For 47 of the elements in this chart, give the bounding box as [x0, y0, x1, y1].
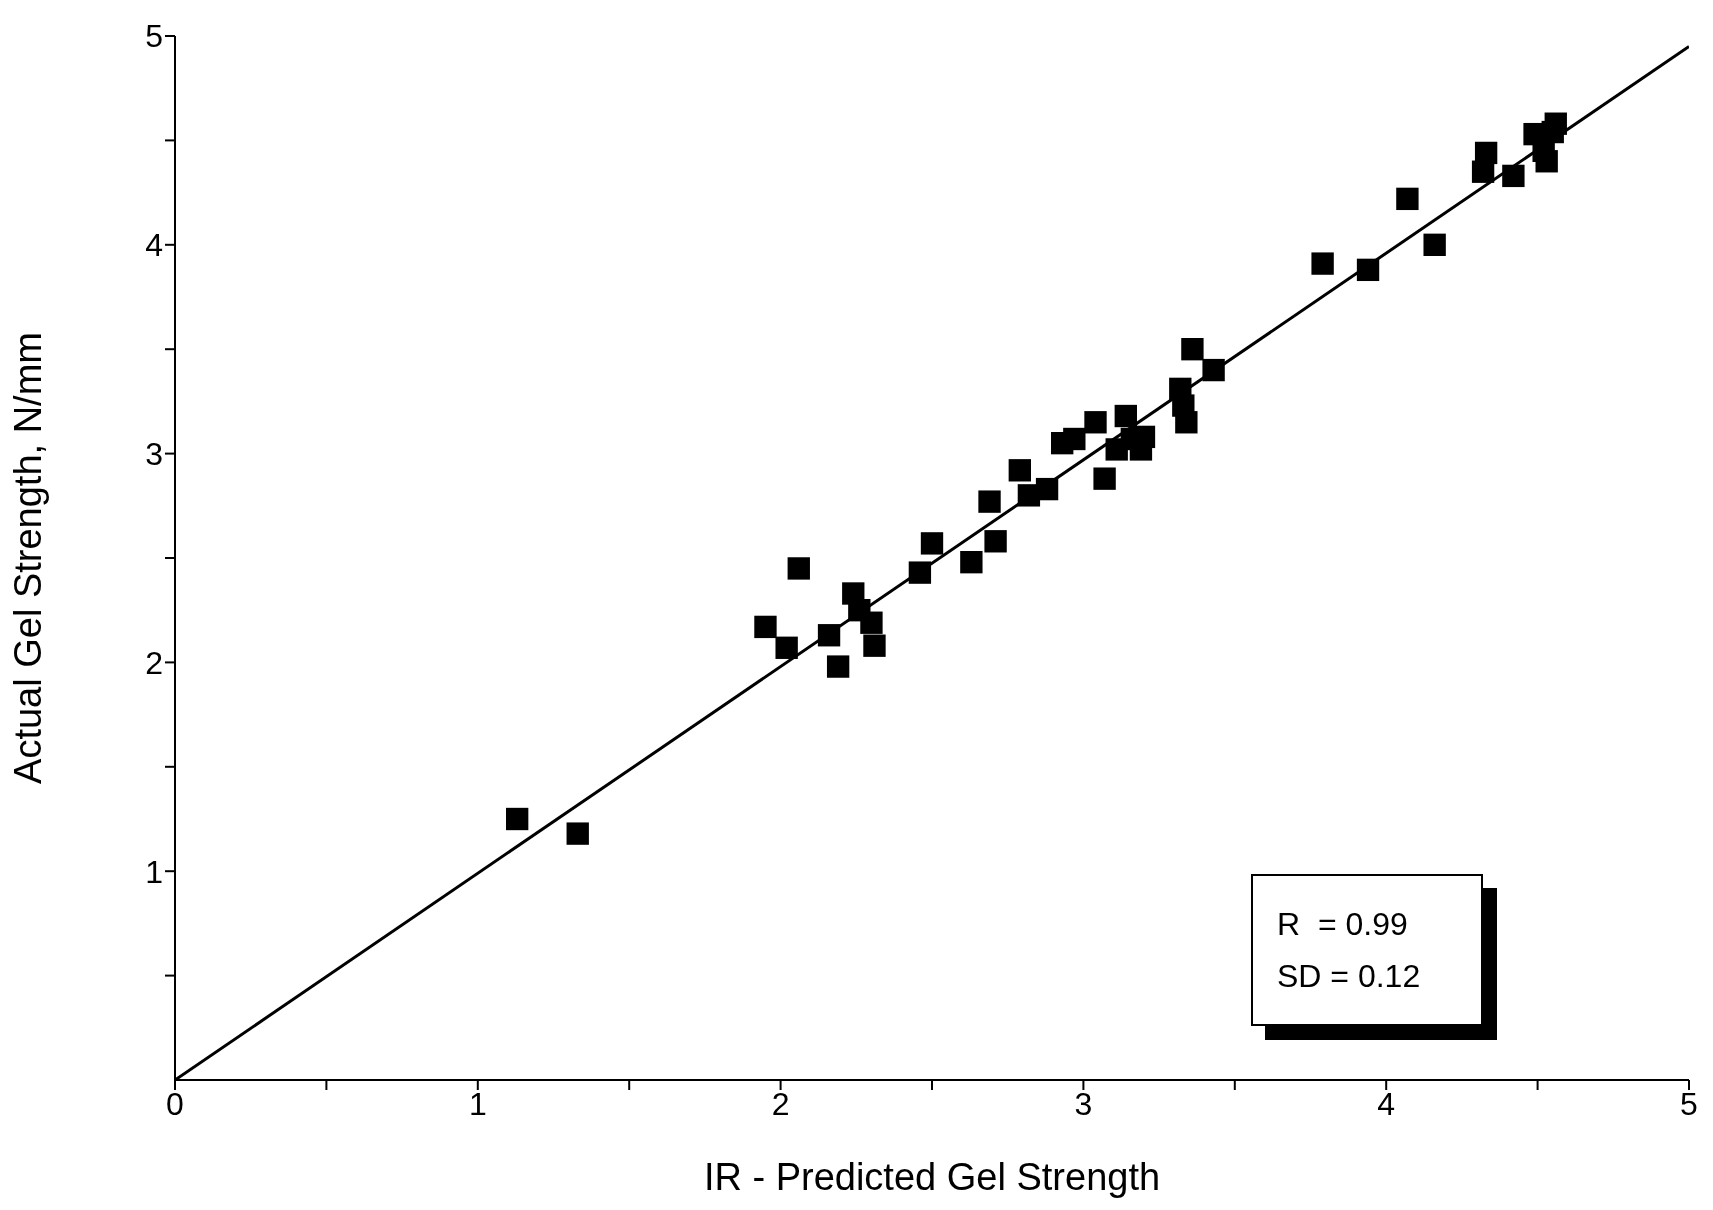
point [1084, 411, 1107, 434]
point [984, 530, 1007, 553]
point [978, 490, 1001, 513]
x-tick-label: 5 [1680, 1085, 1698, 1122]
point [1311, 252, 1334, 275]
point [787, 557, 810, 580]
point [1396, 187, 1419, 211]
y-tick-label: 5 [145, 18, 163, 55]
point [1535, 150, 1558, 173]
x-tick-label: 0 [166, 1085, 184, 1122]
point [1035, 477, 1059, 501]
x-tick-label: 3 [1074, 1085, 1093, 1122]
x-axis-title: IR - Predicted Gel Strength [703, 1156, 1161, 1198]
point [960, 551, 983, 574]
x-tick-label: 1 [468, 1085, 487, 1122]
point [1356, 258, 1380, 282]
point [775, 636, 798, 659]
point [1132, 425, 1156, 449]
point [566, 822, 589, 845]
y-tick-label: 4 [145, 227, 163, 264]
point [817, 624, 841, 647]
point [920, 532, 944, 555]
annotation: R = 0.99 [1277, 905, 1409, 944]
y-tick-label: 3 [145, 435, 163, 472]
point [1063, 427, 1086, 451]
point [754, 615, 777, 639]
point [1502, 164, 1525, 188]
x-tick-label: 2 [771, 1085, 790, 1122]
point [1114, 404, 1137, 428]
point [1175, 411, 1198, 434]
point [860, 611, 883, 634]
point [1474, 141, 1498, 165]
point [1181, 338, 1204, 361]
y-axis-title: Actual Gel Strength, N/mm [7, 332, 50, 784]
point [908, 561, 932, 584]
y-tick-label: 1 [145, 853, 163, 890]
point [505, 807, 529, 831]
point [1093, 467, 1116, 490]
y-tick-label: 2 [145, 644, 163, 681]
annotation: SD = 0.12 [1277, 957, 1422, 996]
point [1544, 112, 1567, 135]
point [1423, 233, 1446, 256]
point [863, 634, 886, 657]
point [826, 655, 850, 678]
point [1008, 459, 1031, 482]
x-tick-label: 4 [1377, 1085, 1396, 1122]
point [1202, 358, 1225, 382]
